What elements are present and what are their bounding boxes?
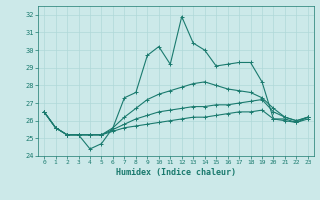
X-axis label: Humidex (Indice chaleur): Humidex (Indice chaleur): [116, 168, 236, 177]
